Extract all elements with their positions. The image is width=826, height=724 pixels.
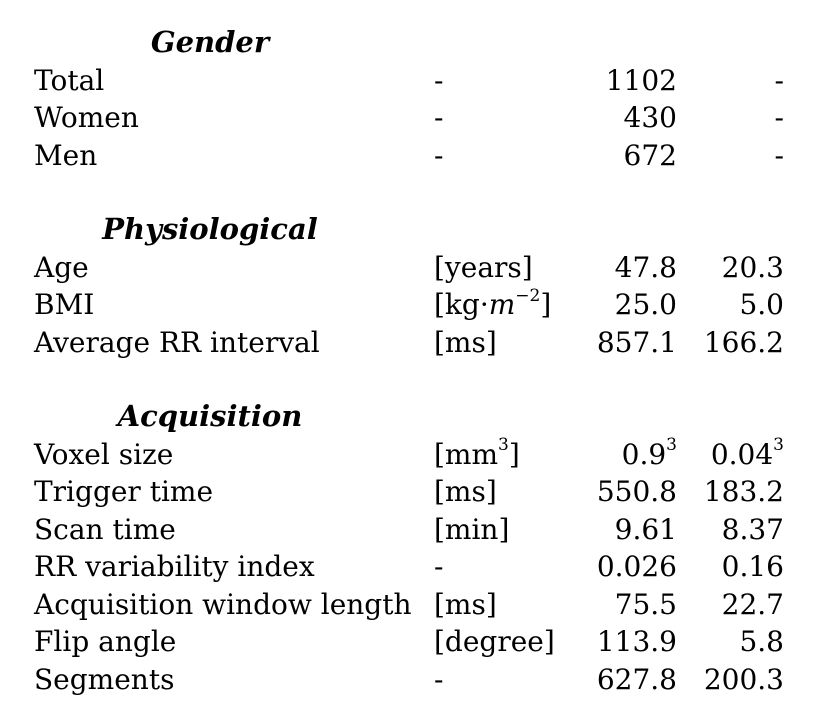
row-sd-value: - [774,138,784,172]
row-label: Acquisition window length [34,587,412,621]
table-row: Voxel size [mm3] 0.93 0.043 [0,436,826,473]
table-row: Age [years] 47.8 20.3 [0,249,826,286]
row-sd-value: - [774,63,784,97]
row-label: RR variability index [34,550,315,583]
row-unit: [ms] [434,587,497,621]
row-label: Trigger time [34,475,214,508]
table-row: Average RR interval [ms] 857.1 166.2 [0,324,826,361]
row-sd-value: 0.16 [721,550,784,583]
row-unit: [ms] [434,475,497,508]
row-mean-value: 430 [623,101,677,134]
row-label: BMI [34,288,95,321]
row-label: Men [34,138,98,172]
row-unit: - [434,138,444,172]
table-row: Men - 672 - [0,137,826,174]
table-row: Trigger time [ms] 550.8 183.2 [0,473,826,510]
row-label: Segments [34,662,175,696]
row-unit: - [434,550,444,583]
row-mean-value: 47.8 [614,250,677,284]
row-label: Flip angle [34,625,177,658]
row-mean-value: 0.93 [621,435,677,471]
row-sd-value: 5.8 [739,625,784,658]
section-title-gender: Gender [150,25,270,59]
row-unit: [years] [434,250,533,284]
row-mean-value: 75.5 [614,587,677,621]
row-mean-value: 1102 [605,63,677,97]
table-row: Scan time [min] 9.61 8.37 [0,511,826,548]
row-label: Voxel size [34,437,174,471]
table-row: Acquisition window length [ms] 75.5 22.7 [0,586,826,623]
table-row: RR variability index - 0.026 0.16 [0,548,826,585]
row-unit: - [434,63,444,97]
row-unit: [degree] [434,625,555,658]
row-unit: [ms] [434,325,497,359]
row-mean-value: 627.8 [596,662,677,696]
row-mean-value: 113.9 [596,625,677,658]
row-mean-value: 25.0 [614,288,677,321]
table-row: Segments - 627.8 200.3 [0,661,826,698]
section-title-acquisition: Acquisition [117,399,303,433]
section-title-physiological: Physiological [102,212,318,246]
table-row: BMI [kg·m−2] 25.0 5.0 [0,286,826,323]
row-unit: [kg·m−2] [434,285,552,321]
row-unit: - [434,101,444,134]
row-sd-value: 0.043 [710,435,784,471]
table-row: Women - 430 - [0,99,826,136]
row-unit: [min] [434,512,510,546]
row-sd-value: 20.3 [721,250,784,284]
row-sd-value: 22.7 [721,587,784,621]
row-sd-value: 166.2 [703,325,784,359]
row-mean-value: 0.026 [596,550,677,583]
row-mean-value: 857.1 [596,325,677,359]
row-sd-value: 8.37 [721,512,784,546]
row-label: Age [34,250,89,284]
row-label: Women [34,101,139,134]
row-mean-value: 550.8 [596,475,677,508]
row-label: Scan time [34,512,176,546]
table-row: Total - 1102 - [0,62,826,99]
row-unit: - [434,662,444,696]
row-sd-value: 5.0 [739,288,784,321]
row-mean-value: 672 [623,138,677,172]
row-sd-value: - [774,101,784,134]
row-sd-value: 183.2 [703,475,784,508]
row-mean-value: 9.61 [614,512,677,546]
row-label: Total [34,63,105,97]
row-sd-value: 200.3 [703,662,784,696]
table-row: Flip angle [degree] 113.9 5.8 [0,623,826,660]
row-unit: [mm3] [434,435,520,471]
row-label: Average RR interval [34,325,320,359]
